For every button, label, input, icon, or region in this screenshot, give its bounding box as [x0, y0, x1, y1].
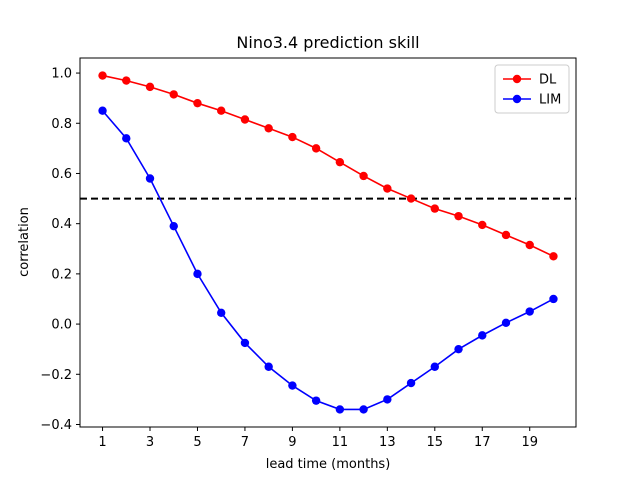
- legend-marker-dl: [512, 74, 522, 84]
- data-point-dl: [145, 82, 155, 92]
- legend-label-lim: LIM: [539, 93, 561, 108]
- plot-area: [80, 58, 576, 427]
- data-point-lim: [169, 221, 178, 231]
- y-tick-label: 0.8: [51, 117, 72, 132]
- data-point-dl: [406, 194, 416, 203]
- data-point-lim: [288, 381, 297, 390]
- data-point-lim: [122, 134, 131, 143]
- series-line-lim: [101, 110, 554, 411]
- data-point-lim: [193, 269, 202, 279]
- legend-label-dl: DL: [539, 73, 557, 88]
- data-point-dl: [501, 230, 511, 240]
- data-point-lim: [240, 338, 250, 348]
- y-tick-label: 0.2: [51, 267, 72, 282]
- x-tick-label: 5: [193, 435, 201, 450]
- x-tick-label: 9: [288, 435, 296, 450]
- data-point-dl: [383, 184, 392, 193]
- data-point-lim: [478, 331, 487, 340]
- data-point-dl: [525, 240, 534, 250]
- data-point-lim: [406, 378, 416, 388]
- data-point-dl: [169, 90, 178, 99]
- data-point-lim: [359, 405, 368, 414]
- data-point-lim: [335, 405, 345, 414]
- data-point-lim: [217, 308, 226, 317]
- data-point-lim: [264, 362, 273, 371]
- data-point-dl: [549, 252, 558, 261]
- data-point-dl: [98, 71, 107, 80]
- data-point-dl: [335, 157, 345, 167]
- data-point-lim: [311, 396, 321, 405]
- data-point-lim: [98, 106, 107, 115]
- y-tick-label: 0.6: [51, 167, 72, 182]
- axes-frame: [79, 57, 577, 428]
- data-point-dl: [264, 124, 273, 133]
- data-point-lim: [145, 174, 155, 183]
- y-tick-label: −0.4: [40, 418, 72, 433]
- legend-marker-lim: [512, 94, 522, 104]
- legend: DL LIM: [494, 64, 570, 114]
- y-tick-label: −0.2: [40, 368, 72, 383]
- y-tick-label: 0.0: [51, 318, 72, 333]
- data-point-lim: [549, 294, 558, 304]
- data-point-dl: [217, 106, 226, 115]
- data-point-lim: [501, 318, 511, 328]
- data-point-dl: [430, 204, 439, 213]
- plot-frame: [80, 58, 576, 427]
- data-point-dl: [454, 211, 463, 221]
- x-axis-label: lead time (months): [266, 457, 391, 472]
- series-line-dl: [102, 74, 554, 258]
- data-point-dl: [193, 98, 202, 108]
- y-tick-label: 0.4: [51, 217, 72, 232]
- series-group: [98, 71, 558, 414]
- data-point-dl: [288, 132, 297, 142]
- data-point-dl: [478, 220, 487, 230]
- data-point-dl: [122, 76, 131, 85]
- data-point-lim: [430, 362, 439, 371]
- x-tick-label: 17: [474, 435, 491, 450]
- chart-title: Nino3.4 prediction skill: [236, 33, 419, 52]
- x-tick-label: 15: [427, 435, 444, 450]
- axes-group: 1 3 5 7 9 11 13 15 17 19−0.4−0.20.00.20.40.60.81.…: [40, 57, 577, 450]
- x-tick-label: 3: [146, 435, 154, 450]
- x-tick-label: 7: [241, 435, 249, 450]
- y-tick-label: 1.0: [51, 67, 72, 82]
- data-point-dl: [359, 171, 368, 181]
- data-point-dl: [240, 115, 250, 124]
- data-point-lim: [383, 395, 392, 404]
- x-tick-label: 13: [379, 435, 396, 450]
- y-axis-label: correlation: [17, 207, 32, 277]
- data-point-lim: [525, 307, 534, 316]
- x-tick-label: 11: [332, 435, 349, 450]
- data-point-lim: [454, 344, 463, 354]
- x-tick-label: 19: [521, 435, 538, 450]
- data-point-dl: [311, 144, 321, 153]
- x-tick-label: 1: [98, 435, 106, 450]
